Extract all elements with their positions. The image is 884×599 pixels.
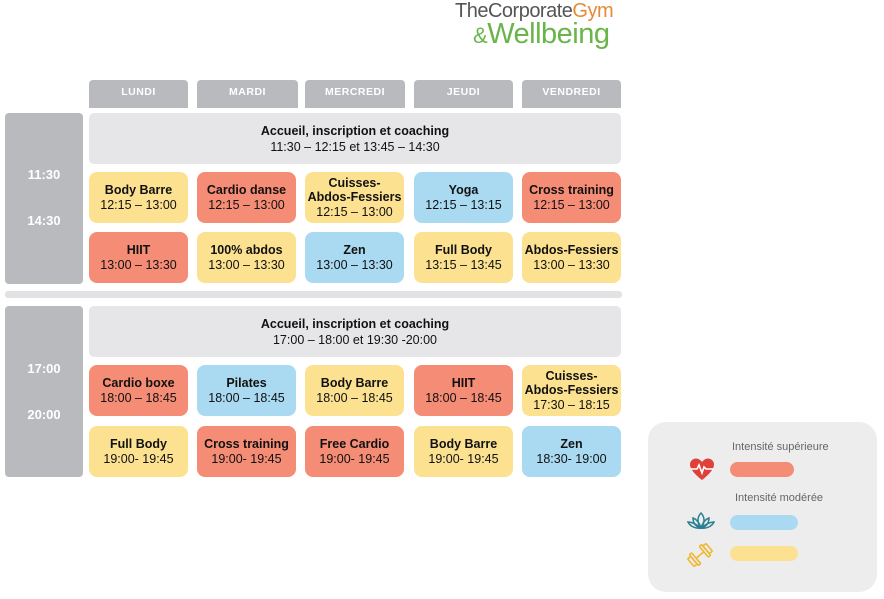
class-name: Abdos-Fessiers	[524, 242, 619, 257]
class-slot[interactable]: Abdos-Fessiers 13:00 – 13:30	[522, 232, 621, 283]
class-hours: 19:00- 19:45	[211, 451, 282, 466]
class-slot[interactable]: Cuisses-Abdos-Fessiers 17:30 – 18:15	[522, 365, 621, 416]
class-name: Body Barre	[320, 375, 389, 390]
class-slot[interactable]: Cuisses-Abdos-Fessiers 12:15 – 13:00	[305, 172, 404, 223]
coaching-banner-midday: Accueil, inscription et coaching 11:30 –…	[89, 113, 621, 164]
intensity-legend	[648, 422, 877, 592]
class-hours: 17:30 – 18:15	[533, 397, 610, 412]
banner-hours: 11:30 – 12:15 et 13:45 – 14:30	[270, 139, 440, 154]
class-name: Full Body	[110, 436, 167, 451]
class-slot[interactable]: Cross training 19:00- 19:45	[197, 426, 296, 477]
brand-name-part2: Gym	[572, 0, 614, 22]
class-slot[interactable]: Body Barre 18:00 – 18:45	[305, 365, 404, 416]
day-header-tuesday: MARDI	[197, 80, 298, 108]
block-divider	[5, 291, 622, 298]
banner-hours: 17:00 – 18:00 et 19:30 -20:00	[272, 332, 438, 347]
coaching-banner-evening: Accueil, inscription et coaching 17:00 –…	[89, 306, 621, 357]
class-hours: 13:00 – 13:30	[100, 257, 177, 272]
class-hours: 13:00 – 13:30	[533, 257, 610, 272]
day-header-friday: VENDREDI	[522, 80, 621, 108]
class-name: Zen	[560, 436, 583, 451]
class-hours: 18:00 – 18:45	[208, 390, 285, 405]
class-slot[interactable]: Cardio danse 12:15 – 13:00	[197, 172, 296, 223]
brand-logo-line1: TheCorporateGym	[455, 0, 614, 23]
class-name: Pilates	[226, 375, 267, 390]
legend-high-label: Intensité supérieure	[732, 441, 829, 453]
class-name: Cross training	[204, 436, 289, 451]
class-hours: 19:00- 19:45	[319, 451, 390, 466]
class-hours: 18:30- 19:00	[536, 451, 607, 466]
class-slot[interactable]: HIIT 18:00 – 18:45	[414, 365, 513, 416]
class-slot[interactable]: Body Barre 12:15 – 13:00	[89, 172, 188, 223]
class-slot[interactable]: Cross training 12:15 – 13:00	[522, 172, 621, 223]
class-slot[interactable]: Zen 18:30- 19:00	[522, 426, 621, 477]
class-name: Full Body	[435, 242, 492, 257]
class-slot[interactable]: Pilates 18:00 – 18:45	[197, 365, 296, 416]
legend-moderate-label: Intensité modérée	[735, 492, 824, 504]
brand-name-part1: TheCorporate	[455, 0, 573, 22]
class-hours: 13:15 – 13:45	[425, 257, 502, 272]
class-hours: 12:15 – 13:00	[316, 204, 393, 219]
day-header-thursday: JEUDI	[414, 80, 513, 108]
class-hours: 12:15 – 13:00	[100, 197, 177, 212]
banner-title: Accueil, inscription et coaching	[260, 123, 450, 138]
class-slot[interactable]: Body Barre 19:00- 19:45	[414, 426, 513, 477]
class-slot[interactable]: Full Body 13:15 – 13:45	[414, 232, 513, 283]
class-name: Body Barre	[429, 436, 498, 451]
heart-pulse-icon	[690, 458, 714, 480]
class-name: Cuisses-Abdos-Fessiers	[524, 368, 619, 397]
legend-high-pill	[730, 462, 794, 477]
class-hours: 18:00 – 18:45	[425, 390, 502, 405]
time-column-midday	[5, 113, 83, 284]
class-hours: 19:00- 19:45	[103, 451, 174, 466]
day-header-wednesday: MERCREDI	[305, 80, 405, 108]
class-name: HIIT	[126, 242, 151, 257]
class-slot[interactable]: HIIT 13:00 – 13:30	[89, 232, 188, 283]
brand-ampersand: &	[473, 23, 488, 48]
class-name: Cardio danse	[206, 182, 287, 197]
class-name: Cuisses-Abdos-Fessiers	[307, 175, 402, 204]
time-end-midday: 14:30	[27, 213, 61, 228]
lotus-icon	[686, 511, 716, 530]
class-name: Zen	[343, 242, 366, 257]
class-name: Yoga	[448, 182, 479, 197]
class-hours: 12:15 – 13:15	[425, 197, 502, 212]
legend-low-pill	[730, 546, 798, 561]
time-start-midday: 11:30	[27, 167, 61, 182]
class-hours: 12:15 – 13:00	[208, 197, 285, 212]
class-slot[interactable]: 100% abdos 13:00 – 13:30	[197, 232, 296, 283]
class-hours: 19:00- 19:45	[428, 451, 499, 466]
class-hours: 13:00 – 13:30	[208, 257, 285, 272]
class-hours: 18:00 – 18:45	[100, 390, 177, 405]
class-slot[interactable]: Full Body 19:00- 19:45	[89, 426, 188, 477]
class-name: HIIT	[451, 375, 476, 390]
class-hours: 18:00 – 18:45	[316, 390, 393, 405]
class-name: Cross training	[529, 182, 614, 197]
banner-title: Accueil, inscription et coaching	[260, 316, 450, 331]
time-column-evening	[5, 306, 83, 477]
class-hours: 12:15 – 13:00	[533, 197, 610, 212]
dumbbell-icon	[687, 543, 713, 567]
class-slot[interactable]: Cardio boxe 18:00 – 18:45	[89, 365, 188, 416]
time-start-evening: 17:00	[27, 361, 61, 376]
time-end-evening: 20:00	[27, 407, 61, 422]
class-name: Body Barre	[104, 182, 173, 197]
class-name: Free Cardio	[319, 436, 390, 451]
legend-moderate-pill	[730, 515, 798, 530]
class-slot[interactable]: Free Cardio 19:00- 19:45	[305, 426, 404, 477]
class-name: Cardio boxe	[102, 375, 175, 390]
class-name: 100% abdos	[210, 242, 283, 257]
class-slot[interactable]: Zen 13:00 – 13:30	[305, 232, 404, 283]
class-slot[interactable]: Yoga 12:15 – 13:15	[414, 172, 513, 223]
brand-logo-line2: &Wellbeing	[473, 18, 610, 51]
brand-name-part3: Wellbeing	[487, 18, 610, 50]
class-hours: 13:00 – 13:30	[316, 257, 393, 272]
day-header-monday: LUNDI	[89, 80, 188, 108]
